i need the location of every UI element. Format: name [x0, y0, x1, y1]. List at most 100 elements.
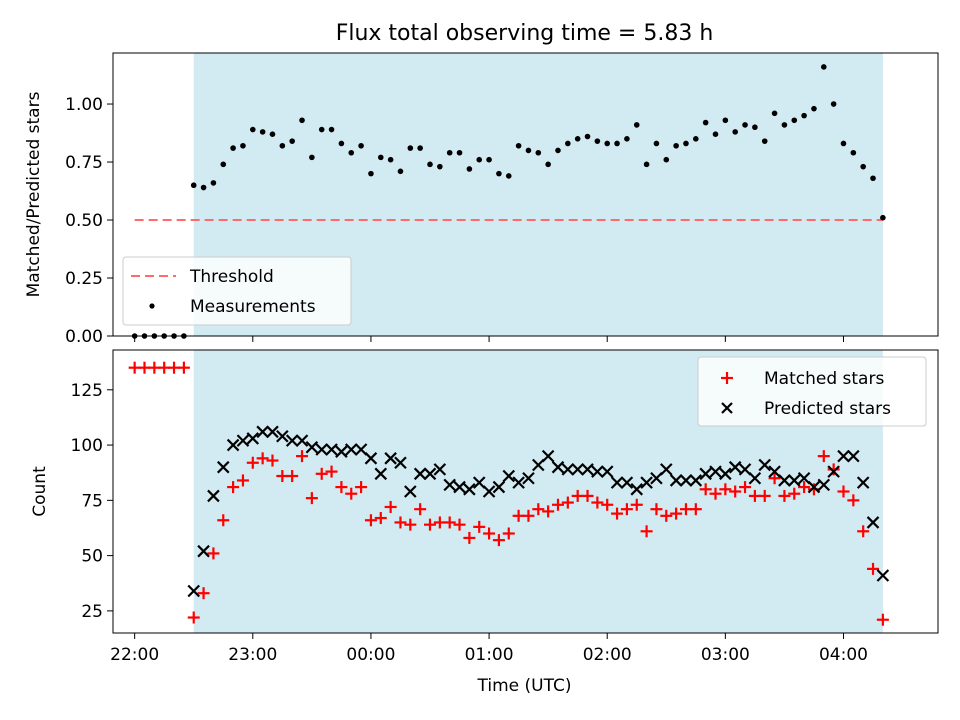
predicted-point	[551, 460, 565, 474]
measurement-point	[328, 126, 335, 133]
matched-point	[424, 518, 437, 531]
measurement-point	[200, 184, 207, 191]
measurement-point	[407, 145, 414, 151]
matched-point	[601, 498, 614, 511]
predicted-point	[787, 474, 801, 487]
predicted-point	[295, 434, 309, 447]
matched-point	[187, 611, 200, 624]
measurement-point	[387, 156, 394, 163]
measurement-point	[742, 122, 748, 128]
predicted-point	[354, 443, 368, 456]
measurement-point	[545, 161, 551, 168]
predicted-point	[610, 476, 624, 489]
measurement-point	[840, 140, 847, 147]
predicted-point	[433, 463, 447, 476]
measurement-point	[190, 182, 197, 189]
predicted-point	[660, 463, 673, 476]
measurement-point	[437, 163, 443, 170]
predicted-point	[571, 463, 584, 476]
figure-title: Flux total observing time = 5.83 h	[336, 21, 714, 46]
matched-point	[453, 518, 466, 531]
predicted-point	[758, 458, 772, 472]
measurement-point	[722, 117, 729, 124]
matched-point	[207, 547, 220, 560]
measurements-series	[131, 64, 886, 339]
predicted-point	[856, 476, 870, 489]
legend-measurements-label: Measurements	[190, 297, 316, 317]
x-axis-label: Time (UTC)	[477, 676, 572, 696]
predicted-point	[817, 478, 831, 492]
matched-point	[394, 516, 407, 529]
predicted-point	[423, 467, 437, 481]
bottom-plot-frame	[112, 349, 939, 634]
predicted-point	[285, 434, 299, 447]
measurement-point	[318, 126, 325, 133]
predicted-point	[226, 438, 240, 452]
predicted-point	[453, 480, 466, 494]
legend-matched-label: Matched stars	[764, 369, 884, 389]
y-tick-label: 0.50	[65, 211, 103, 231]
matched-point	[177, 361, 190, 374]
measurement-point	[377, 154, 384, 161]
measurement-point	[663, 156, 670, 163]
legend-matched-swatch	[721, 372, 733, 384]
predicted-point	[738, 463, 752, 476]
matched-point	[719, 483, 732, 496]
measurement-point	[850, 149, 857, 156]
x-tick-label: 03:00	[701, 645, 750, 665]
predicted-point	[876, 569, 890, 582]
predicted-point	[561, 463, 575, 476]
predicted-point	[620, 476, 634, 489]
matched-point	[384, 500, 397, 513]
predicted-point	[699, 467, 712, 481]
matched-point	[483, 527, 496, 540]
measurement-point	[732, 129, 738, 135]
matched-point	[197, 587, 210, 600]
predicted-point	[541, 449, 555, 463]
matched-point	[670, 507, 683, 520]
measurement-point	[633, 122, 640, 128]
matched-point	[374, 512, 387, 525]
predicted-point	[768, 465, 781, 478]
measurement-point	[525, 147, 532, 154]
measurement-point	[791, 117, 798, 124]
predicted-point	[413, 467, 427, 481]
top-panel: 0.00 0.25 0.50 0.75 1.00 Matched/Predicted s…	[24, 52, 939, 347]
measurement-point	[752, 124, 758, 131]
matched-point	[611, 507, 624, 520]
y-tick-label: 25	[81, 602, 103, 622]
predicted-point	[246, 432, 260, 445]
measurement-point	[289, 138, 295, 144]
measurement-point	[299, 117, 305, 124]
measurement-point	[456, 149, 463, 156]
measurement-point	[584, 133, 591, 140]
y-tick-label: 0.25	[65, 269, 103, 289]
measurement-point	[653, 140, 660, 147]
y-tick-label: 125	[71, 381, 103, 401]
legend-predicted-label: Predicted stars	[764, 399, 891, 419]
predicted-point	[807, 480, 821, 494]
measurement-point	[712, 131, 719, 137]
matched-point	[837, 485, 850, 498]
predicted-point	[581, 463, 594, 476]
matched-point	[522, 509, 535, 522]
predicted-point	[276, 429, 289, 443]
predicted-point	[374, 467, 388, 481]
predicted-point	[344, 443, 358, 456]
bottom-x-axis-ticks: 22:00 23:00 00:00 01:00 02:00 03:00 04:00	[110, 633, 868, 665]
top-x-axis-ticks	[134, 336, 844, 342]
measurement-point	[476, 156, 483, 163]
bottom-panel: 25 50 75 100 125 22:00 23:00 00:00 01:00 02:00 03…	[30, 349, 939, 665]
measurement-point	[397, 168, 404, 175]
predicted-point	[532, 458, 545, 472]
matched-point	[709, 487, 722, 500]
y-tick-label: 75	[81, 491, 103, 511]
bottom-y-axis-label: Count	[30, 466, 50, 517]
measurement-point	[880, 214, 886, 221]
predicted-point	[719, 467, 732, 481]
matched-point	[364, 514, 377, 527]
matched-point	[650, 503, 663, 516]
bottom-legend-box	[697, 356, 927, 427]
y-tick-label: 0.00	[65, 327, 103, 347]
predicted-point	[443, 478, 456, 492]
